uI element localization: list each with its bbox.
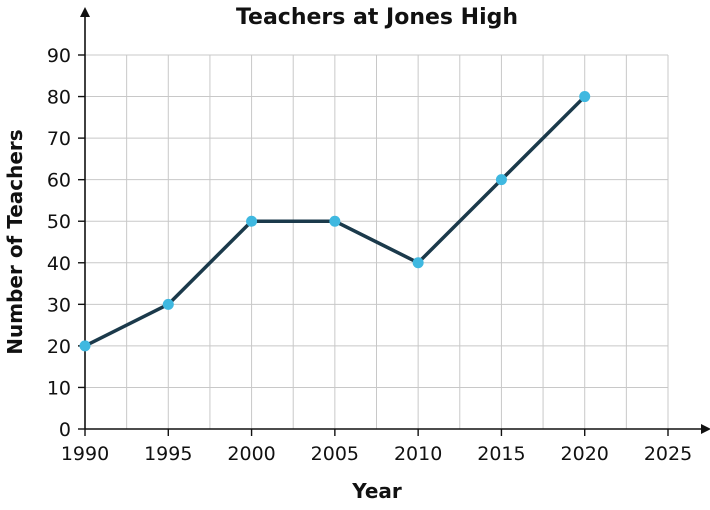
chart-title: Teachers at Jones High xyxy=(236,5,518,30)
x-tick-label: 2000 xyxy=(227,443,275,465)
x-tick-label: 2010 xyxy=(394,443,442,465)
x-tick-label: 2020 xyxy=(561,443,609,465)
data-point xyxy=(246,215,258,227)
y-tick-label: 80 xyxy=(47,87,71,109)
y-tick-label: 40 xyxy=(47,253,71,275)
y-tick-label: 0 xyxy=(59,419,71,441)
y-axis-ticks: 0 10 20 30 40 50 60 70 80 90 xyxy=(47,45,85,441)
y-tick-label: 50 xyxy=(47,211,71,233)
y-tick-label: 20 xyxy=(47,336,71,358)
x-axis-ticks: 1990 1995 2000 2005 2010 2015 2020 2025 xyxy=(61,429,692,465)
data-point xyxy=(79,340,91,352)
y-tick-label: 70 xyxy=(47,128,71,150)
data-point xyxy=(162,298,174,310)
y-axis-label: Number of Teachers xyxy=(3,129,27,354)
x-tick-label: 1995 xyxy=(144,443,192,465)
y-tick-label: 30 xyxy=(47,294,71,316)
y-tick-label: 60 xyxy=(47,170,71,192)
x-axis-label: Year xyxy=(351,479,402,503)
x-tick-label: 1990 xyxy=(61,443,109,465)
data-point xyxy=(412,257,424,269)
data-point xyxy=(579,91,591,103)
x-tick-label: 2015 xyxy=(477,443,525,465)
x-tick-label: 2005 xyxy=(311,443,359,465)
x-tick-label: 2025 xyxy=(644,443,692,465)
data-point xyxy=(495,174,507,186)
data-point xyxy=(329,215,341,227)
grid xyxy=(85,54,669,429)
series-layer xyxy=(79,91,591,352)
y-tick-label: 90 xyxy=(47,45,71,67)
y-tick-label: 10 xyxy=(47,377,71,399)
